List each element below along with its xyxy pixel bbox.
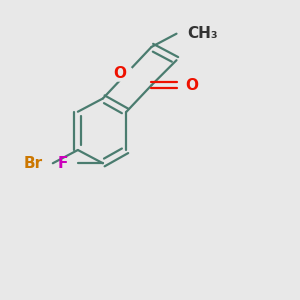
Text: O: O [113,66,126,81]
Text: O: O [185,78,198,93]
Text: F: F [57,156,68,171]
Text: Br: Br [23,156,43,171]
Text: O: O [113,66,126,81]
Text: CH₃: CH₃ [187,26,218,41]
